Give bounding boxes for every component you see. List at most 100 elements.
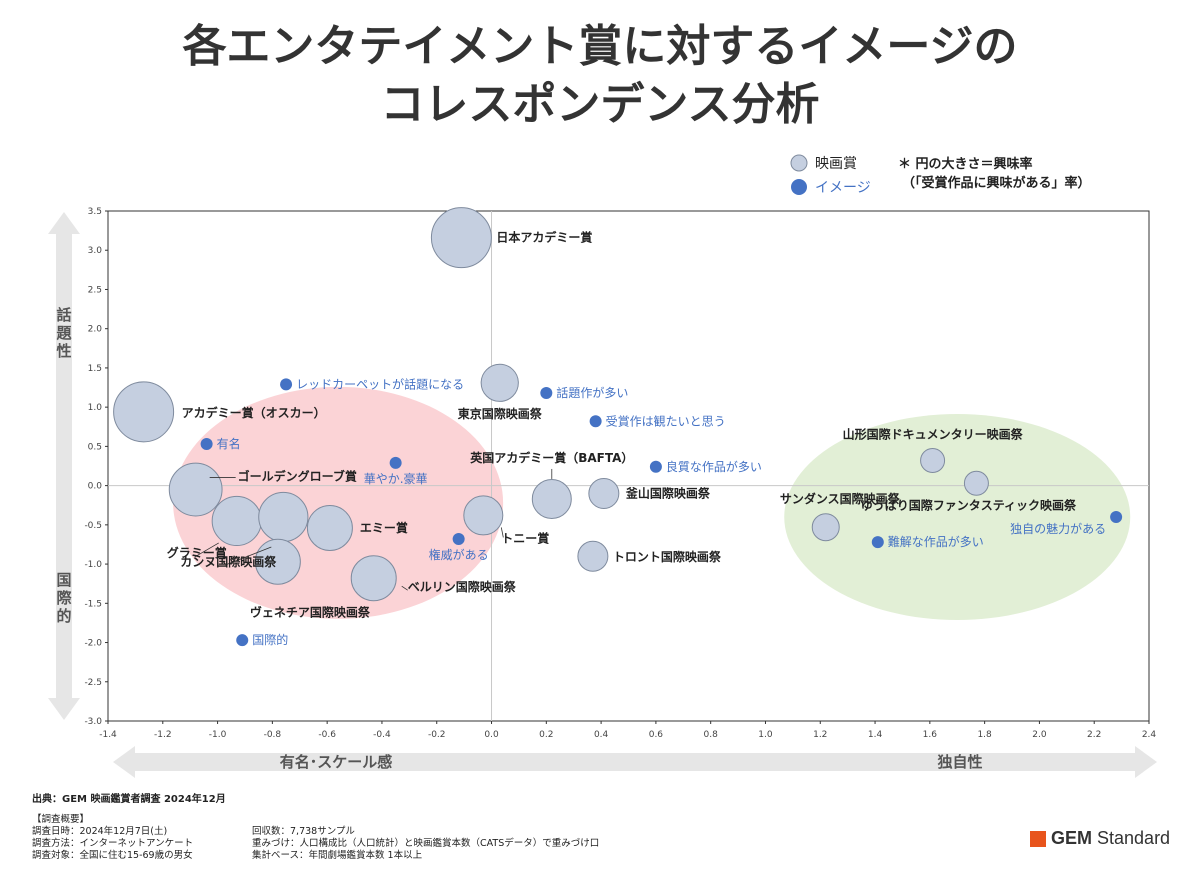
prize-bubble xyxy=(588,477,620,509)
x-tick-label: 0.4 xyxy=(594,730,609,740)
y-tick-label: -1.0 xyxy=(84,560,102,570)
prize-bubble xyxy=(254,538,301,585)
brand-rest: Standard xyxy=(1092,828,1171,848)
x-tick-label: -1.4 xyxy=(99,730,117,740)
x-tick-label: -0.4 xyxy=(373,730,391,740)
prize-bubble xyxy=(306,504,353,551)
legend-image-label: イメージ xyxy=(815,180,871,196)
legend-note-line1: ＊ 円の大きさ＝興味率 xyxy=(898,156,1033,172)
image-label: 独自の魅力がある xyxy=(1010,521,1106,536)
prize-label: サンダンス国際映画祭 xyxy=(780,491,901,506)
legend-image-marker xyxy=(791,179,807,195)
prize-label: カンヌ国際映画祭 xyxy=(180,554,277,569)
overview-line: 回収数：7,738サンプル xyxy=(252,826,355,837)
y-tick-label: 3.0 xyxy=(88,246,103,256)
overview-line: 調査対象：全国に住む15-69歳の男女 xyxy=(32,850,193,861)
y-tick-label: 3.5 xyxy=(88,207,102,217)
prize-bubble xyxy=(531,478,572,519)
image-label: 良質な作品が多い xyxy=(666,459,762,474)
x-tick-label: 1.0 xyxy=(758,730,773,740)
brand-logo: GEM Standard xyxy=(1030,828,1170,849)
y-tick-label: 0.5 xyxy=(88,442,102,452)
prize-label: トロント国際映画祭 xyxy=(613,549,722,564)
prize-label: エミー賞 xyxy=(360,520,408,535)
overview-line: 調査方法：インターネットアンケート xyxy=(32,838,194,849)
y-tick-label: -0.5 xyxy=(84,521,102,531)
image-dot xyxy=(200,438,213,451)
image-dot xyxy=(236,634,249,647)
x-tick-label: -0.2 xyxy=(428,730,446,740)
legend-prize-label: 映画賞 xyxy=(815,156,857,172)
y-axis-top-word: 話題性 xyxy=(56,306,72,360)
image-dot xyxy=(871,536,884,549)
prize-label: トニー賞 xyxy=(501,530,549,545)
prize-bubble xyxy=(920,448,946,474)
x-tick-label: 2.0 xyxy=(1032,730,1047,740)
image-label: 有名 xyxy=(217,436,241,451)
x-tick-label: -1.2 xyxy=(154,730,172,740)
prize-bubble xyxy=(211,495,262,547)
prize-label: ゆうばり国際ファンタスティック映画祭 xyxy=(861,497,1077,512)
survey-overview-col1: 【調査概要】 調査日時：2024年12月7日(土) 調査方法：インターネットアン… xyxy=(32,814,193,862)
image-dot xyxy=(540,387,553,400)
overview-title: 【調査概要】 xyxy=(32,814,90,825)
prize-label: 英国アカデミー賞（BAFTA） xyxy=(470,450,633,465)
y-tick-label: -2.0 xyxy=(84,639,102,649)
x-tick-label: 2.4 xyxy=(1142,730,1157,740)
prize-bubble xyxy=(168,462,223,517)
prize-bubble xyxy=(811,513,840,542)
image-dot xyxy=(389,456,402,469)
y-axis-bottom-word: 国際的 xyxy=(56,571,72,625)
image-label: 権威がある xyxy=(429,547,489,562)
x-tick-label: 1.4 xyxy=(868,730,883,740)
brand-square-icon xyxy=(1030,830,1046,847)
image-label: 話題作が多い xyxy=(556,385,628,400)
image-dot xyxy=(589,415,602,428)
overview-line: 調査日時：2024年12月7日(土) xyxy=(32,826,168,837)
prize-bubble xyxy=(258,491,309,543)
survey-overview-col2: 回収数：7,738サンプル 重みづけ：人口構成比（人口統計）と映画鑑賞本数（CA… xyxy=(252,826,599,862)
x-tick-label: 2.2 xyxy=(1087,730,1101,740)
image-dot xyxy=(1110,511,1123,523)
legend-prize-marker xyxy=(790,154,808,172)
legend-note-line2: （「受賞作品に興味がある」率） xyxy=(902,175,1091,191)
image-label: 国際的 xyxy=(252,632,288,647)
prize-bubble xyxy=(480,363,519,402)
vertical-axis-arrow xyxy=(48,212,80,720)
x-tick-label: -0.6 xyxy=(318,730,336,740)
y-tick-label: -1.5 xyxy=(84,599,102,609)
plot-area: -1.4 -1.2 -1.0 -0.8 -0.6 -0.4 -0.2 0.0 0.2 0.4 0.6… xyxy=(84,207,1156,740)
x-tick-label: 0.0 xyxy=(484,730,499,740)
prize-bubble xyxy=(463,495,504,536)
chart-title-line1: 各エンタテイメント賞に対するイメージの xyxy=(182,21,1018,72)
brand-bold: GEM xyxy=(1051,828,1093,848)
prize-label-leader xyxy=(194,542,219,558)
x-tick-label: 0.8 xyxy=(704,730,719,740)
y-tick-label: 2.0 xyxy=(88,325,103,335)
prize-label: ゴールデングローブ賞 xyxy=(238,469,357,484)
y-tick-label: 2.5 xyxy=(88,285,102,295)
prize-bubble xyxy=(113,381,175,443)
prize-bubble xyxy=(963,470,989,496)
image-label: 受賞作は観たいと思う xyxy=(606,414,726,428)
image-label: レッドカーペットが話題になる xyxy=(296,376,464,391)
image-dot xyxy=(452,532,465,545)
prize-label: 釜山国際映画祭 xyxy=(625,485,711,500)
image-label: 難解な作品が多い xyxy=(888,534,984,549)
x-axis-right-word: 独自性 xyxy=(937,753,982,771)
overview-line: 重みづけ：人口構成比（人口統計）と映画鑑賞本数（CATSデータ）で重みづけ口 xyxy=(252,838,600,849)
x-tick-label: 0.2 xyxy=(539,730,553,740)
image-dot xyxy=(280,378,293,391)
horizontal-axis-arrow xyxy=(113,746,1157,778)
x-axis-left-word: 有名･スケール感 xyxy=(280,753,393,771)
prize-bubble xyxy=(577,540,609,572)
image-dot xyxy=(649,460,662,473)
y-tick-label: -3.0 xyxy=(84,717,102,727)
prize-bubble xyxy=(350,555,397,602)
prize-label: 東京国際映画祭 xyxy=(458,406,543,421)
prize-label: ベルリン国際映画祭 xyxy=(408,579,517,594)
x-tick-label: 0.6 xyxy=(649,730,664,740)
prize-label: 山形国際ドキュメンタリー映画祭 xyxy=(843,427,1024,442)
prize-label: ヴェネチア国際映画祭 xyxy=(250,605,371,620)
